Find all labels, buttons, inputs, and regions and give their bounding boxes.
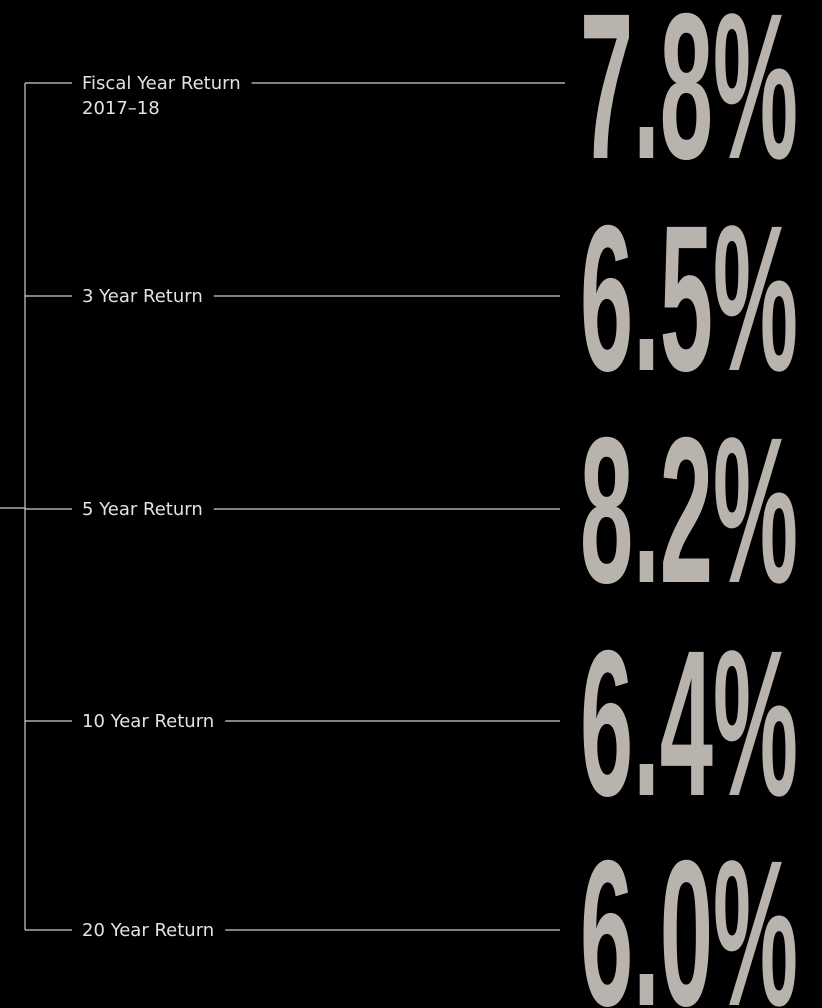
return-value: 6.0% <box>580 818 798 1008</box>
return-label: 10 Year Return <box>82 711 214 732</box>
return-label: 5 Year Return <box>82 499 203 520</box>
return-value: 8.2% <box>580 395 798 627</box>
return-period: 2017–18 <box>82 98 160 119</box>
return-label: 3 Year Return <box>82 286 203 307</box>
return-value: 6.5% <box>580 183 798 415</box>
return-value: 7.8% <box>580 0 798 203</box>
return-label: 20 Year Return <box>82 920 214 941</box>
return-value: 6.4% <box>580 608 798 840</box>
return-label: Fiscal Year Return <box>82 73 241 94</box>
